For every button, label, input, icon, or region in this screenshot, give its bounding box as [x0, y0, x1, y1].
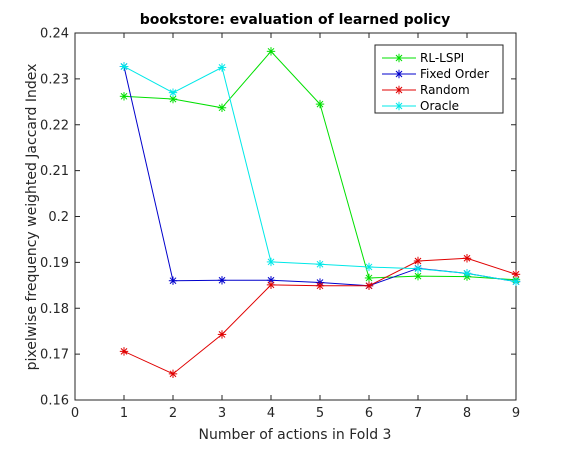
legend-marker: [394, 101, 404, 111]
x-tick-label: 6: [365, 406, 373, 421]
data-point-rl-lspi: [364, 273, 374, 283]
legend-marker: [394, 53, 404, 63]
data-point-oracle: [266, 257, 276, 267]
x-axis-ticks: 0 1 2 3 4 5 6 7 8 9: [71, 33, 520, 421]
x-tick-label: 1: [120, 406, 128, 421]
data-point-random: [413, 256, 423, 266]
y-tick-label: 0.22: [40, 118, 69, 133]
legend-entry-random: Random: [382, 83, 470, 97]
x-tick-label: 9: [512, 406, 520, 421]
y-axis-ticks: 0.16 0.17 0.18 0.19 0.2 0.21 0.22 0.23 0.24: [40, 27, 516, 409]
data-point-oracle: [364, 262, 374, 272]
data-point-random: [462, 254, 472, 263]
x-tick-label: 2: [169, 406, 177, 421]
data-point-rl-lspi: [413, 271, 423, 281]
data-point-oracle: [217, 63, 227, 72]
data-point-random: [119, 347, 129, 356]
legend-marker: [394, 85, 404, 95]
data-point-oracle: [511, 277, 521, 286]
data-point-random: [217, 330, 227, 339]
data-point-oracle: [119, 62, 129, 71]
data-point-oracle: [413, 264, 423, 273]
y-tick-label: 0.23: [40, 72, 69, 87]
data-point-rl-lspi: [217, 103, 227, 112]
legend-label: Oracle: [420, 99, 459, 113]
data-point-fixed-order: [168, 276, 178, 285]
data-point-random: [511, 270, 521, 279]
y-tick-label: 0.16: [40, 394, 69, 409]
x-tick-label: 3: [218, 406, 226, 421]
legend-box: [374, 44, 504, 114]
data-point-random: [266, 280, 276, 290]
legend-label: Fixed Order: [420, 67, 489, 81]
y-tick-label: 0.21: [40, 164, 69, 179]
data-point-oracle: [168, 88, 178, 97]
x-tick-label: 4: [267, 406, 275, 421]
data-point-rl-lspi: [315, 99, 325, 109]
data-point-random: [315, 281, 325, 290]
x-axis-label: Number of actions in Fold 3: [199, 427, 392, 443]
legend-entry-oracle: Oracle: [382, 99, 459, 113]
y-tick-label: 0.17: [40, 348, 69, 363]
chart-title: bookstore: evaluation of learned policy: [140, 12, 451, 28]
y-tick-label: 0.24: [40, 27, 69, 42]
legend-entry-fixed-order: Fixed Order: [382, 67, 489, 81]
x-tick-label: 0: [71, 406, 79, 421]
legend: RL-LSPI Fixed Order Random Oracle: [374, 44, 504, 114]
data-point-oracle: [462, 269, 472, 278]
series-random: [119, 254, 521, 379]
legend-label: Random: [420, 83, 470, 97]
data-point-random: [364, 281, 374, 290]
series-oracle: [119, 62, 521, 286]
legend-label: RL-LSPI: [420, 51, 464, 65]
legend-entries: RL-LSPI Fixed Order Random Oracle: [382, 51, 489, 113]
data-point-fixed-order: [217, 276, 227, 285]
series-rl-lspi: [119, 47, 521, 285]
y-tick-label: 0.18: [40, 302, 69, 317]
series-layer: [119, 47, 521, 379]
y-tick-label: 0.2: [48, 210, 69, 225]
data-point-random: [168, 369, 178, 379]
data-point-rl-lspi: [266, 47, 276, 56]
x-tick-label: 8: [463, 406, 471, 421]
legend-entry-rl-lspi: RL-LSPI: [382, 51, 464, 65]
data-point-oracle: [315, 260, 325, 269]
legend-marker: [394, 69, 404, 79]
y-axis-label: pixelwise frequency weighted Jaccard Ind…: [24, 64, 40, 371]
data-point-rl-lspi: [119, 92, 129, 101]
x-tick-label: 7: [414, 406, 422, 421]
y-tick-label: 0.19: [40, 256, 69, 271]
x-tick-label: 5: [316, 406, 324, 421]
